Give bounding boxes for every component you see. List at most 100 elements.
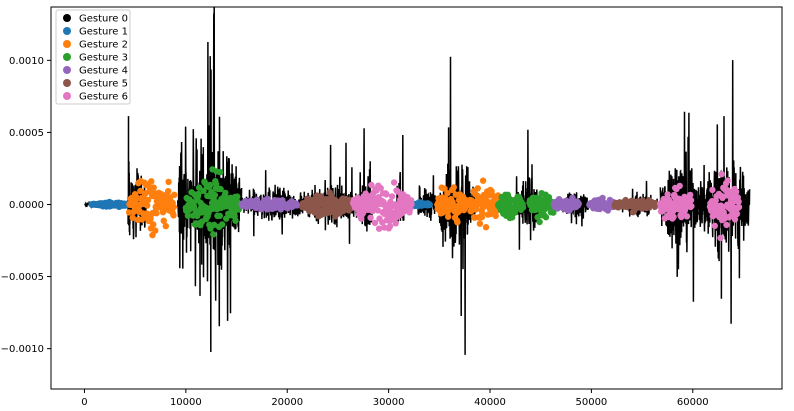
- data-point: [222, 189, 229, 197]
- x-tick-label: 30000: [373, 397, 405, 408]
- data-point: [152, 227, 159, 234]
- x-tick-label: 50000: [575, 397, 607, 408]
- data-point: [377, 184, 384, 192]
- data-point: [234, 193, 241, 200]
- data-point: [263, 206, 271, 213]
- legend-label: Gesture 2: [79, 40, 128, 51]
- data-point: [165, 188, 172, 195]
- data-point: [170, 212, 177, 219]
- legend-label: Gesture 6: [79, 92, 128, 103]
- x-tick-label: 60000: [677, 397, 709, 408]
- data-point: [165, 178, 172, 186]
- data-point: [454, 219, 461, 226]
- legend-marker: [63, 14, 71, 22]
- data-point: [731, 216, 739, 223]
- data-point: [536, 218, 543, 226]
- legend-marker: [63, 27, 71, 35]
- data-point: [664, 191, 671, 198]
- data-point: [735, 198, 742, 205]
- data-point: [195, 190, 202, 198]
- data-point: [375, 225, 383, 232]
- data-point: [133, 195, 140, 202]
- data-point: [542, 214, 550, 221]
- y-axis: −0.0010 −0.0005 0.0000 0.0005 0.0010: [1, 56, 51, 355]
- data-point: [217, 168, 224, 176]
- legend-label: Gesture 5: [79, 79, 128, 90]
- x-tick-label: 20000: [271, 397, 303, 408]
- series-gesture-5: [299, 189, 660, 220]
- y-tick-label: 0.0005: [9, 128, 44, 139]
- x-tick-label: 0: [81, 397, 87, 408]
- y-tick-label: 0.0010: [9, 56, 44, 67]
- chart-marks: [84, 7, 751, 355]
- data-point: [130, 208, 137, 216]
- data-point: [210, 231, 217, 238]
- data-point: [479, 210, 486, 217]
- data-point: [210, 221, 218, 228]
- legend-item: Gesture 4: [63, 66, 128, 77]
- data-point: [212, 180, 220, 188]
- data-point: [709, 186, 716, 194]
- data-point: [687, 197, 695, 204]
- data-point: [718, 171, 725, 178]
- data-point: [519, 204, 527, 211]
- series-gesture-3: [182, 166, 558, 238]
- legend-item: Gesture 1: [63, 27, 128, 38]
- series-gesture-6: [349, 171, 743, 242]
- data-point: [219, 221, 226, 228]
- gesture-0-signal-segment: [176, 126, 189, 269]
- data-point: [371, 219, 379, 227]
- data-point: [511, 209, 519, 216]
- legend-marker: [63, 53, 71, 61]
- data-point: [670, 213, 677, 221]
- data-point: [160, 217, 167, 224]
- legend-item: Gesture 2: [63, 40, 128, 51]
- x-axis: 0 10000 20000 30000 40000 50000 60000: [81, 389, 709, 408]
- data-point: [733, 188, 740, 195]
- data-point: [724, 177, 731, 184]
- data-point: [476, 220, 484, 227]
- data-point: [426, 201, 433, 208]
- data-point: [687, 191, 694, 199]
- data-point: [368, 181, 375, 189]
- y-tick-label: −0.0010: [1, 344, 44, 355]
- y-tick-label: −0.0005: [1, 272, 44, 283]
- legend-item: Gesture 6: [63, 92, 128, 103]
- data-point: [144, 202, 151, 209]
- data-point: [200, 187, 207, 194]
- data-point: [676, 182, 683, 190]
- data-point: [144, 196, 152, 204]
- data-point: [735, 203, 743, 211]
- data-point: [599, 194, 606, 202]
- data-point: [479, 177, 487, 184]
- data-point: [170, 203, 178, 211]
- data-point: [153, 210, 160, 217]
- legend-label: Gesture 0: [79, 14, 128, 25]
- data-point: [733, 210, 741, 218]
- data-point: [374, 207, 382, 214]
- series-gesture-0: [84, 7, 751, 355]
- legend-marker: [63, 40, 71, 48]
- data-point: [717, 234, 724, 242]
- data-point: [184, 212, 192, 219]
- data-point: [683, 213, 691, 220]
- data-point: [223, 215, 230, 222]
- data-point: [388, 193, 396, 200]
- data-point: [450, 184, 457, 191]
- x-tick-label: 40000: [474, 397, 506, 408]
- data-point: [216, 212, 223, 219]
- data-point: [148, 178, 155, 185]
- data-point: [232, 217, 239, 224]
- legend-label: Gesture 1: [79, 27, 128, 38]
- y-tick-label: 0.0000: [9, 200, 44, 211]
- legend-item: Gesture 0: [63, 14, 128, 25]
- data-point: [206, 181, 214, 189]
- legend-marker: [63, 92, 71, 100]
- data-point: [444, 189, 451, 197]
- legend-item: Gesture 5: [63, 79, 128, 90]
- data-point: [386, 223, 394, 230]
- data-point: [390, 179, 398, 186]
- data-point: [367, 214, 374, 221]
- data-point: [392, 220, 399, 227]
